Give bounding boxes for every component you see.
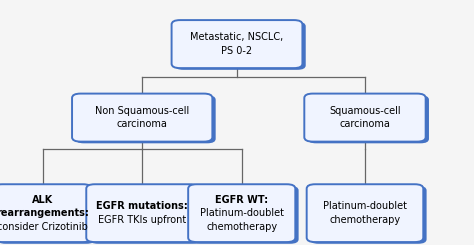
Text: Platinum-doublet: Platinum-doublet bbox=[200, 208, 284, 218]
FancyBboxPatch shape bbox=[310, 186, 427, 244]
Text: chemotherapy: chemotherapy bbox=[206, 222, 277, 232]
Text: Squamous-cell: Squamous-cell bbox=[329, 106, 401, 116]
Text: consider Crizotinib: consider Crizotinib bbox=[0, 222, 88, 232]
Text: PS 0-2: PS 0-2 bbox=[221, 46, 253, 56]
FancyBboxPatch shape bbox=[191, 186, 299, 244]
FancyBboxPatch shape bbox=[0, 186, 95, 244]
FancyBboxPatch shape bbox=[75, 95, 216, 143]
FancyBboxPatch shape bbox=[307, 184, 423, 242]
FancyBboxPatch shape bbox=[175, 22, 306, 70]
Text: Non Squamous-cell: Non Squamous-cell bbox=[95, 106, 189, 116]
FancyBboxPatch shape bbox=[86, 184, 198, 242]
Text: carcinoma: carcinoma bbox=[339, 119, 391, 129]
Text: EGFR WT:: EGFR WT: bbox=[215, 195, 268, 205]
Text: chemotherapy: chemotherapy bbox=[329, 215, 401, 225]
Text: Platinum-doublet: Platinum-doublet bbox=[323, 201, 407, 211]
Text: EGFR mutations:: EGFR mutations: bbox=[96, 201, 188, 211]
FancyBboxPatch shape bbox=[90, 186, 201, 244]
Text: rearrangements:: rearrangements: bbox=[0, 208, 89, 218]
Text: EGFR TKIs upfront: EGFR TKIs upfront bbox=[98, 215, 186, 225]
FancyBboxPatch shape bbox=[0, 184, 91, 242]
FancyBboxPatch shape bbox=[308, 95, 429, 143]
Text: ALK: ALK bbox=[32, 195, 53, 205]
FancyBboxPatch shape bbox=[304, 94, 426, 142]
FancyBboxPatch shape bbox=[188, 184, 295, 242]
Text: Metastatic, NSCLC,: Metastatic, NSCLC, bbox=[191, 32, 283, 42]
FancyBboxPatch shape bbox=[172, 20, 302, 68]
Text: carcinoma: carcinoma bbox=[117, 119, 168, 129]
FancyBboxPatch shape bbox=[72, 94, 212, 142]
